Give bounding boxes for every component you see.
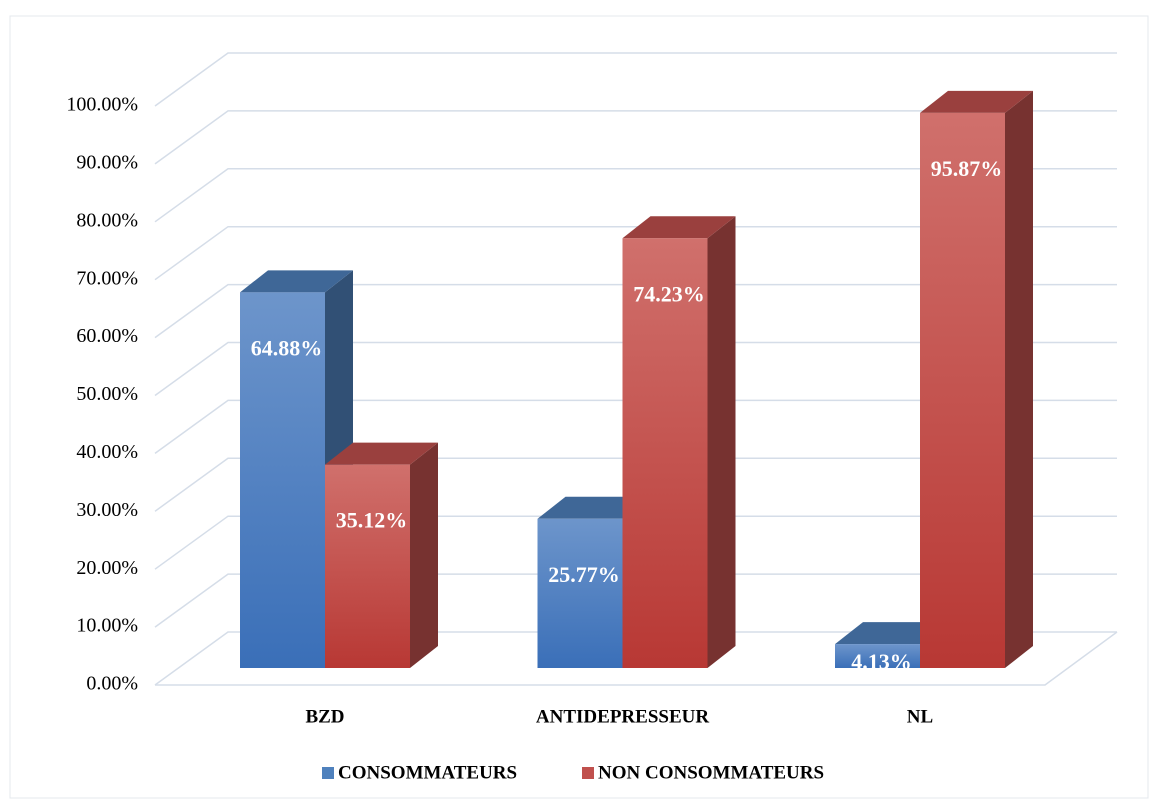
bar (537, 518, 623, 668)
y-tick-label: 0.00% (86, 673, 138, 695)
y-tick-label: 70.00% (76, 267, 138, 289)
grid-line (154, 515, 1117, 570)
bar-side (410, 442, 438, 668)
grid-line (154, 168, 1117, 223)
value-label: 74.23% (633, 281, 705, 306)
value-label: 25.77% (548, 562, 620, 587)
value-label: 35.12% (336, 508, 408, 533)
legend-label: CONSOMMATEURS (338, 762, 517, 783)
bar-top (240, 270, 353, 293)
legend-swatch (582, 767, 594, 779)
x-tick-label: BZD (305, 706, 344, 727)
y-tick-label: 10.00% (76, 615, 138, 637)
bar-top (622, 216, 736, 239)
bar-top (537, 496, 651, 519)
grid-line (154, 52, 1117, 107)
bar-side (1005, 90, 1033, 668)
bar-top (325, 442, 438, 465)
y-tick-label: 20.00% (76, 557, 138, 579)
x-tick-label: NL (907, 706, 933, 727)
grid-line (154, 457, 1117, 512)
grid-line (154, 573, 1117, 628)
legend-swatch (322, 767, 334, 779)
value-label: 95.87% (931, 156, 1003, 181)
y-tick-label: 50.00% (76, 383, 138, 405)
y-tick-label: 30.00% (76, 499, 138, 521)
grid-line (154, 631, 1117, 686)
legend-label: NON CONSOMMATEURS (598, 762, 824, 783)
bar (240, 292, 325, 668)
grid-line (154, 225, 1117, 281)
grid-line (154, 110, 1117, 165)
y-tick-label: 90.00% (76, 151, 138, 173)
bar (622, 238, 708, 668)
bar (835, 644, 920, 668)
floor-edge (155, 631, 1118, 686)
value-label: 64.88% (251, 335, 323, 360)
y-tick-label: 100.00% (66, 94, 138, 116)
grid-line (154, 283, 1117, 339)
y-tick-label: 80.00% (76, 209, 138, 231)
bar-top (920, 90, 1033, 113)
y-tick-label: 40.00% (76, 441, 138, 463)
x-tick-label: ANTIDEPRESSEUR (536, 706, 709, 727)
bar-side (707, 216, 736, 668)
bar (325, 464, 410, 668)
value-label: 4.13% (851, 649, 912, 674)
bar-top (835, 622, 948, 645)
y-tick-label: 60.00% (76, 325, 138, 347)
grid-line (154, 399, 1117, 455)
grid-line (154, 341, 1117, 397)
chart-border (9, 15, 1149, 799)
bar (920, 112, 1005, 668)
